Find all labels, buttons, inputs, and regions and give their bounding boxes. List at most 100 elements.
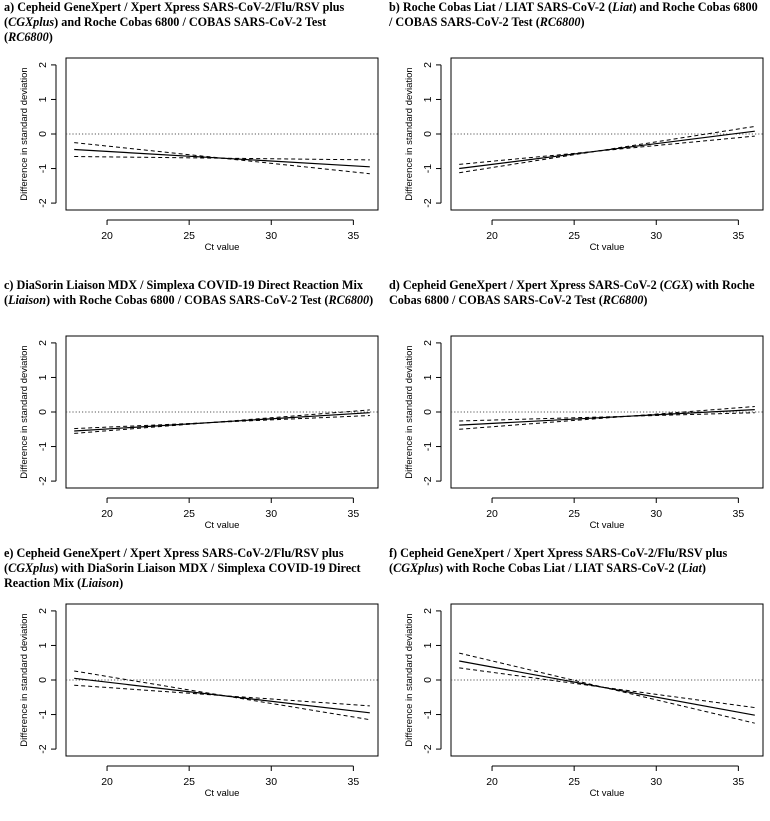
plot-frame — [65, 603, 379, 757]
y-tick-label: -2 — [37, 744, 49, 753]
title-segment: RC6800 — [602, 293, 644, 307]
x-axis-label: Ct value — [590, 520, 625, 531]
y-tick-label: 0 — [37, 131, 49, 137]
confidence-bound-line — [459, 667, 755, 709]
y-tick-label: -2 — [422, 476, 434, 485]
chart-panel-e: e) Cepheid GeneXpert / Xpert Xpress SARS… — [0, 546, 385, 819]
y-tick-label: 2 — [422, 340, 434, 346]
x-axis-label: Ct value — [205, 788, 240, 799]
plot-frame — [65, 57, 379, 211]
y-axis-label: Difference in standard deviation — [404, 345, 415, 478]
chart-title: d) Cepheid GeneXpert / Xpert Xpress SARS… — [389, 278, 759, 308]
x-tick-label: 30 — [650, 230, 662, 242]
y-tick-label: -1 — [37, 164, 49, 173]
chart-plot: -2 -1 0 1 2 20 25 30 35 Ct value Difference in sta… — [404, 603, 764, 799]
x-tick-label: 20 — [486, 230, 498, 242]
x-tick-label: 25 — [183, 776, 195, 788]
x-tick-label: 25 — [568, 230, 580, 242]
y-tick-label: 1 — [422, 642, 434, 648]
chart-title: a) Cepheid GeneXpert / Xpert Xpress SARS… — [4, 0, 374, 45]
y-tick-label: -1 — [422, 710, 434, 719]
confidence-bound-line — [459, 652, 755, 724]
y-tick-label: 0 — [37, 677, 49, 683]
y-tick-label: -2 — [37, 198, 49, 207]
title-segment: CGXplus — [393, 561, 440, 575]
title-segment: ) and Roche Cobas 6800 / COBAS SARS-CoV-… — [4, 15, 327, 44]
title-segment: ) — [119, 576, 124, 590]
x-tick-label: 30 — [265, 508, 277, 520]
title-segment: ) — [369, 293, 374, 307]
x-tick-label: 35 — [348, 230, 360, 242]
x-tick-label: 20 — [101, 508, 113, 520]
title-segment: e) Cepheid GeneXpert / Xpert Xpress SARS… — [4, 546, 344, 575]
x-tick-label: 30 — [265, 230, 277, 242]
chart-panel-c: c) DiaSorin Liaison MDX / Simplexa COVID… — [0, 278, 385, 551]
x-tick-label: 30 — [650, 508, 662, 520]
title-segment: RC6800 — [328, 293, 370, 307]
title-segment: ) — [48, 30, 53, 44]
y-tick-label: 0 — [422, 409, 434, 415]
y-tick-label: -1 — [37, 442, 49, 451]
chart-plot: -2 -1 0 1 2 20 25 30 35 Ct value Difference in sta… — [19, 335, 379, 531]
x-tick-label: 20 — [101, 230, 113, 242]
x-tick-label: 35 — [348, 776, 360, 788]
x-axis-label: Ct value — [205, 520, 240, 531]
confidence-bound-line — [459, 135, 755, 165]
confidence-bound-line — [74, 156, 370, 161]
y-tick-label: -2 — [37, 476, 49, 485]
chart-title: f) Cepheid GeneXpert / Xpert Xpress SARS… — [389, 546, 759, 576]
x-tick-label: 35 — [733, 776, 745, 788]
x-tick-label: 25 — [568, 508, 580, 520]
y-tick-label: 1 — [37, 96, 49, 102]
y-tick-label: 2 — [422, 62, 434, 68]
x-tick-label: 35 — [733, 230, 745, 242]
confidence-bound-line — [459, 412, 755, 422]
x-tick-label: 25 — [568, 776, 580, 788]
title-segment: a) Cepheid GeneXpert / Xpert Xpress SARS… — [4, 0, 345, 29]
title-segment: RC6800 — [539, 15, 581, 29]
title-segment: ) — [580, 15, 585, 29]
title-segment: d) Cepheid GeneXpert / Xpert Xpress SARS… — [389, 278, 664, 292]
y-tick-label: -2 — [422, 744, 434, 753]
chart-plot: -2 -1 0 1 2 20 25 30 35 Ct value Difference in sta… — [404, 335, 764, 531]
y-tick-label: 0 — [37, 409, 49, 415]
chart-plot: -2 -1 0 1 2 20 25 30 35 Ct value Difference in sta… — [19, 57, 379, 253]
title-segment: Liat — [612, 0, 633, 14]
plot-frame — [65, 335, 379, 489]
title-segment: f) Cepheid GeneXpert / Xpert Xpress SARS… — [389, 546, 728, 575]
y-tick-label: 0 — [422, 131, 434, 137]
x-tick-label: 25 — [183, 508, 195, 520]
y-tick-label: 2 — [422, 608, 434, 614]
y-tick-label: -1 — [422, 442, 434, 451]
x-tick-label: 20 — [486, 508, 498, 520]
y-tick-label: 2 — [37, 340, 49, 346]
x-tick-label: 30 — [650, 776, 662, 788]
y-tick-label: -2 — [422, 198, 434, 207]
title-segment: CGX — [663, 278, 689, 292]
y-tick-label: 1 — [422, 374, 434, 380]
title-segment: CGXplus — [8, 561, 55, 575]
y-axis-label: Difference in standard deviation — [19, 345, 30, 478]
title-segment: ) — [643, 293, 648, 307]
chart-plot: -2 -1 0 1 2 20 25 30 35 Ct value Difference in sta… — [19, 603, 379, 799]
y-axis-label: Difference in standard deviation — [404, 613, 415, 746]
y-axis-label: Difference in standard deviation — [404, 67, 415, 200]
chart-panel-b: b) Roche Cobas Liat / LIAT SARS-CoV-2 (L… — [385, 0, 770, 273]
x-tick-label: 35 — [348, 508, 360, 520]
x-tick-label: 30 — [265, 776, 277, 788]
title-segment: Liaison — [8, 293, 46, 307]
title-segment: ) and Roche Cobas 6800 / COBAS SARS-CoV-… — [389, 0, 758, 29]
title-segment: ) — [701, 561, 706, 575]
x-tick-label: 35 — [733, 508, 745, 520]
confidence-bound-line — [459, 406, 755, 430]
title-segment: ) with DiaSorin Liaison MDX / Simplexa C… — [4, 561, 361, 590]
confidence-bound-line — [459, 125, 755, 174]
x-tick-label: 20 — [101, 776, 113, 788]
chart-panel-d: d) Cepheid GeneXpert / Xpert Xpress SARS… — [385, 278, 770, 551]
y-tick-label: -1 — [37, 710, 49, 719]
confidence-bound-line — [74, 415, 370, 430]
plot-frame — [450, 57, 764, 211]
y-tick-label: 1 — [37, 642, 49, 648]
y-tick-label: 2 — [37, 62, 49, 68]
x-axis-label: Ct value — [590, 788, 625, 799]
